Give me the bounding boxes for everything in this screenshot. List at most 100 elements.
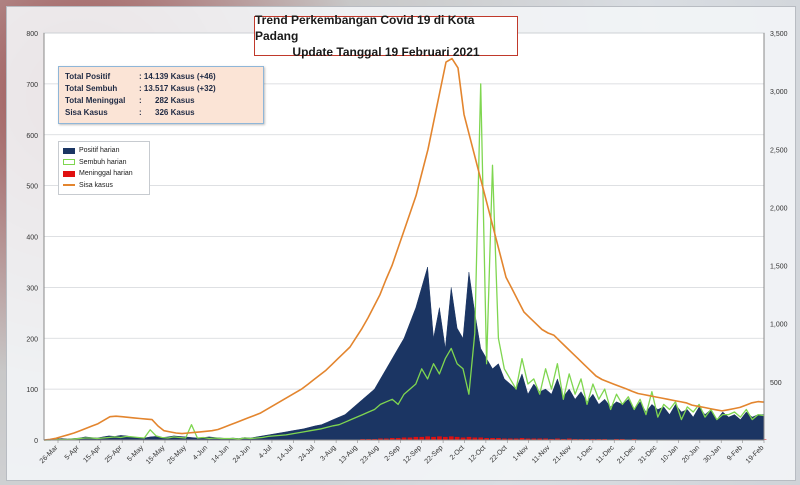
legend-label: Positif harian [79,147,120,155]
x-tick-label: 5-Apr [64,444,82,462]
bar-meninggal [431,436,436,440]
bar-meninggal [407,437,413,440]
legend-item-meninggal: Meninggal harian [63,168,145,180]
series-sisa-line [43,57,765,441]
x-tick-label: 20-Jan [681,444,701,464]
x-tick-label: 5-May [126,444,145,463]
legend-swatch-positif [63,147,75,154]
x-tick-label: 12-Oct [467,444,487,464]
summary-row: Total Sembuh : 13.517 Kasus (+32) [65,83,257,95]
bar-meninggal [443,436,448,440]
summary-box: Total Positif : 14.139 Kasus (+46) Total… [58,66,264,124]
bar-meninggal [419,436,425,440]
x-tick-label: 1-Nov [512,444,531,463]
y-right-tick-label: 2,000 [770,205,788,212]
bar-meninggal [454,436,460,440]
bar-meninggal [519,438,525,440]
x-tick-label: 24-Jun [232,444,252,464]
chart-subtitle: Update Tanggal 19 Februari 2021 [292,45,480,59]
y-left-tick-label: 600 [26,133,38,140]
legend-label: Meninggal harian [79,170,133,178]
y-left-tick-label: 800 [26,31,38,38]
legend-item-sisa: Sisa kasus [63,180,145,192]
x-tick-label: 11-Dec [595,444,616,465]
bar-meninggal [478,437,484,440]
x-tick-label: 1-Dec [576,444,595,463]
bar-meninggal [448,436,454,440]
summary-value: : 326 Kasus [139,108,195,117]
y-left-tick-label: 100 [26,387,38,394]
bar-meninggal [472,437,478,440]
x-tick-label: 14-Jun [210,444,230,464]
summary-value: : 14.139 Kasus (+46) [139,72,216,81]
series-positif-area [43,266,765,441]
y-left-tick-label: 200 [26,336,38,343]
legend: Positif harian Sembuh harian Meninggal h… [58,141,150,195]
bar-meninggal [507,438,513,440]
x-tick-label: 4-Jul [258,444,274,460]
bar-meninggal [525,438,531,440]
summary-row: Total Positif : 14.139 Kasus (+46) [65,71,257,83]
chart-title-box: Trend Perkembangan Covid 19 di Kota Pada… [254,13,518,59]
x-tick-label: 22-Sep [424,444,445,465]
x-tick-label: 14-Jul [276,444,295,463]
y-left-tick-label: 0 [34,438,38,445]
bar-meninggal [566,438,572,440]
x-tick-label: 19-Feb [745,444,766,465]
bar-meninggal [389,438,395,440]
legend-item-positif: Positif harian [63,145,145,157]
summary-row: Total Meninggal : 282 Kasus [65,95,257,107]
series-layer [43,57,767,441]
summary-label: Total Meninggal [65,96,126,105]
legend-item-sembuh: Sembuh harian [63,157,145,169]
y-right-tick-label: 2,500 [770,147,788,154]
x-tick-label: 30-Jan [703,444,723,464]
x-tick-label: 11-Nov [531,444,552,465]
bar-meninggal [395,438,401,440]
bar-meninggal [401,437,407,440]
x-tick-label: 31-Dec [638,444,659,465]
y-left-tick-label: 300 [26,285,38,292]
bar-meninggal [555,438,560,440]
y-left-tick-label: 700 [26,82,38,89]
x-tick-label: 21-Nov [552,444,573,465]
summary-value: : 13.517 Kasus (+32) [139,84,216,93]
bar-meninggal [543,438,548,440]
y-right-tick-label: 500 [770,380,782,387]
bar-meninggal [413,436,419,440]
x-tick-label: 15-Apr [82,444,102,464]
x-tick-label: 2-Oct [449,444,466,461]
legend-label: Sisa kasus [79,181,113,189]
x-tick-label: 9-Feb [726,444,744,462]
series-sembuh-line [44,83,765,441]
x-tick-label: 25-Apr [104,444,124,464]
y-right-tick-label: 1,500 [770,264,788,271]
x-tick-label: 22-Oct [489,444,509,464]
bar-meninggal [484,438,489,440]
chart-title: Trend Perkembangan Covid 19 di Kota Pada… [255,13,475,43]
x-tick-label: 15-May [145,444,167,466]
x-tick-label: 3-Aug [319,444,337,462]
y-right-tick-label: 1,000 [770,322,788,329]
y-left-tick-label: 400 [26,235,38,242]
summary-row: Sisa Kasus : 326 Kasus [65,107,257,119]
bar-meninggal [425,436,430,440]
legend-swatch-meninggal [63,170,75,177]
x-tick-label: 4-Jun [192,444,209,461]
legend-label: Sembuh harian [79,158,127,166]
summary-label: Total Sembuh [65,84,118,93]
bar-meninggal [502,438,507,440]
x-tick-label: 10-Jan [660,444,680,464]
x-tick-label: 24-Jul [298,444,317,463]
legend-swatch-sisa [63,184,75,187]
bar-meninggal [460,437,466,440]
x-tick-label: 2-Sep [384,444,402,462]
bar-meninggal [378,438,383,440]
y-right-tick-label: 3,000 [770,89,788,96]
bar-meninggal [437,436,442,440]
bar-meninggal [384,438,389,440]
x-tick-label: 12-Sep [402,444,423,465]
legend-swatch-sembuh [63,159,75,166]
x-tick-label: 26-Mar [39,444,60,465]
bar-meninggal [490,438,495,440]
